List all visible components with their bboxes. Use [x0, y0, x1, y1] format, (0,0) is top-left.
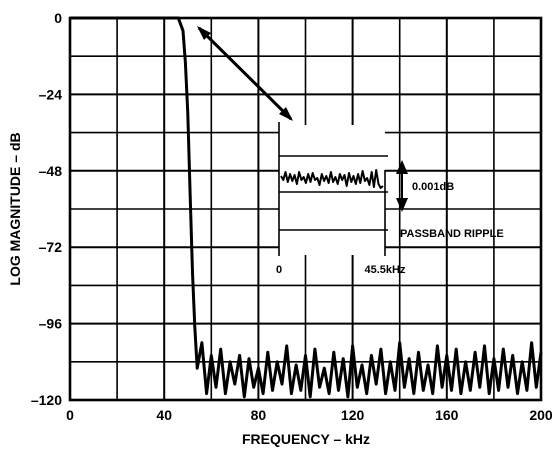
inset-background	[279, 125, 385, 255]
y-tick-label: –72	[39, 239, 63, 255]
x-tick-label: 160	[435, 407, 459, 423]
y-tick-label: –120	[31, 392, 62, 408]
y-tick-label: 0	[54, 10, 62, 26]
y-axis-title: LOG MAGNITUDE – dB	[7, 132, 23, 285]
x-tick-label: 200	[529, 407, 553, 423]
scale-arrow-down	[396, 198, 408, 212]
x-tick-label: 80	[251, 407, 267, 423]
ripple-scale-label: 0.001dB	[412, 181, 454, 193]
inset-x-start-label: 0	[276, 264, 282, 276]
series-layer	[70, 16, 543, 399]
x-tick-label: 0	[66, 407, 74, 423]
zoom-arrow-head-end	[279, 107, 293, 121]
zoom-arrow-line	[197, 26, 293, 121]
plot-frame	[68, 16, 543, 402]
zoom-arrow-head-start	[197, 26, 211, 40]
response-line	[70, 16, 543, 399]
x-tick-label: 40	[156, 407, 172, 423]
scale-arrow-up	[396, 160, 408, 174]
y-tick-label: –48	[39, 163, 63, 179]
inset-x-end-label: 45.5kHz	[365, 264, 406, 276]
x-tick-label: 120	[341, 407, 365, 423]
y-tick-label: –24	[39, 86, 63, 102]
x-axis-title: FREQUENCY – kHz	[242, 431, 370, 447]
passband-ripple-inset: 0.001dB PASSBAND RIPPLE 0 45.5kHz	[197, 26, 504, 276]
ripple-trace	[280, 169, 384, 189]
tick-labels: 0 40 80 120 160 200 0 –24 –48 –72 –96 –120	[31, 10, 553, 423]
y-tick-label: –96	[39, 316, 63, 332]
passband-ripple-label: PASSBAND RIPPLE	[400, 228, 504, 240]
